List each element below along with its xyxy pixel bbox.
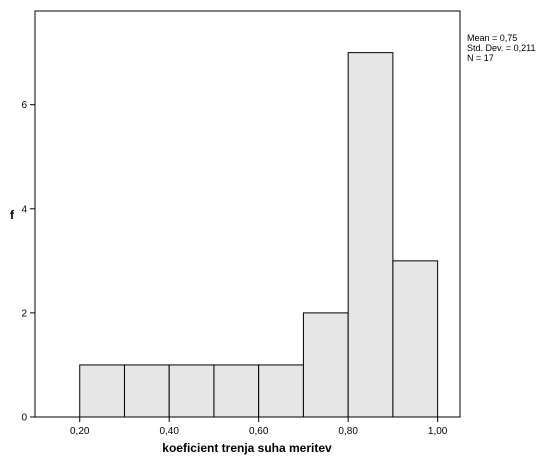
histogram-bar-3 [168, 364, 215, 418]
histogram-bar-5 [258, 364, 304, 418]
y-tick-label: 4 [21, 204, 27, 215]
x-tick-label: 1,00 [428, 426, 448, 437]
histogram-bar-4 [213, 364, 260, 418]
stats-mean: Mean = 0,75 [467, 33, 518, 43]
x-tick-label: 0,20 [70, 426, 90, 437]
x-axis-ticks: 0,20 0,40 0,60 0,80 1,00 [70, 417, 448, 437]
histogram-bar-8 [392, 260, 439, 418]
histogram-bar-7 [347, 52, 394, 418]
y-axis-label: f [10, 208, 15, 222]
y-tick-label: 2 [21, 308, 27, 319]
histogram-bar-6 [302, 312, 349, 418]
x-axis-label: koeficient trenja suha meritev [162, 441, 332, 455]
y-axis-ticks: 0 2 4 6 [21, 100, 35, 424]
y-tick-label: 0 [21, 413, 27, 424]
histogram-bar-2 [123, 364, 170, 418]
y-tick-label: 6 [21, 100, 27, 111]
x-tick-label: 0,80 [338, 426, 358, 437]
histogram-bar-1 [79, 364, 125, 418]
stats-std-dev: Std. Dev. = 0,211 [467, 43, 536, 53]
x-tick-label: 0,40 [159, 426, 179, 437]
bars-group [79, 52, 439, 418]
stats-box: Mean = 0,75 Std. Dev. = 0,211 N = 17 [467, 33, 535, 63]
x-tick-label: 0,60 [249, 426, 269, 437]
stats-n: N = 17 [467, 53, 494, 63]
